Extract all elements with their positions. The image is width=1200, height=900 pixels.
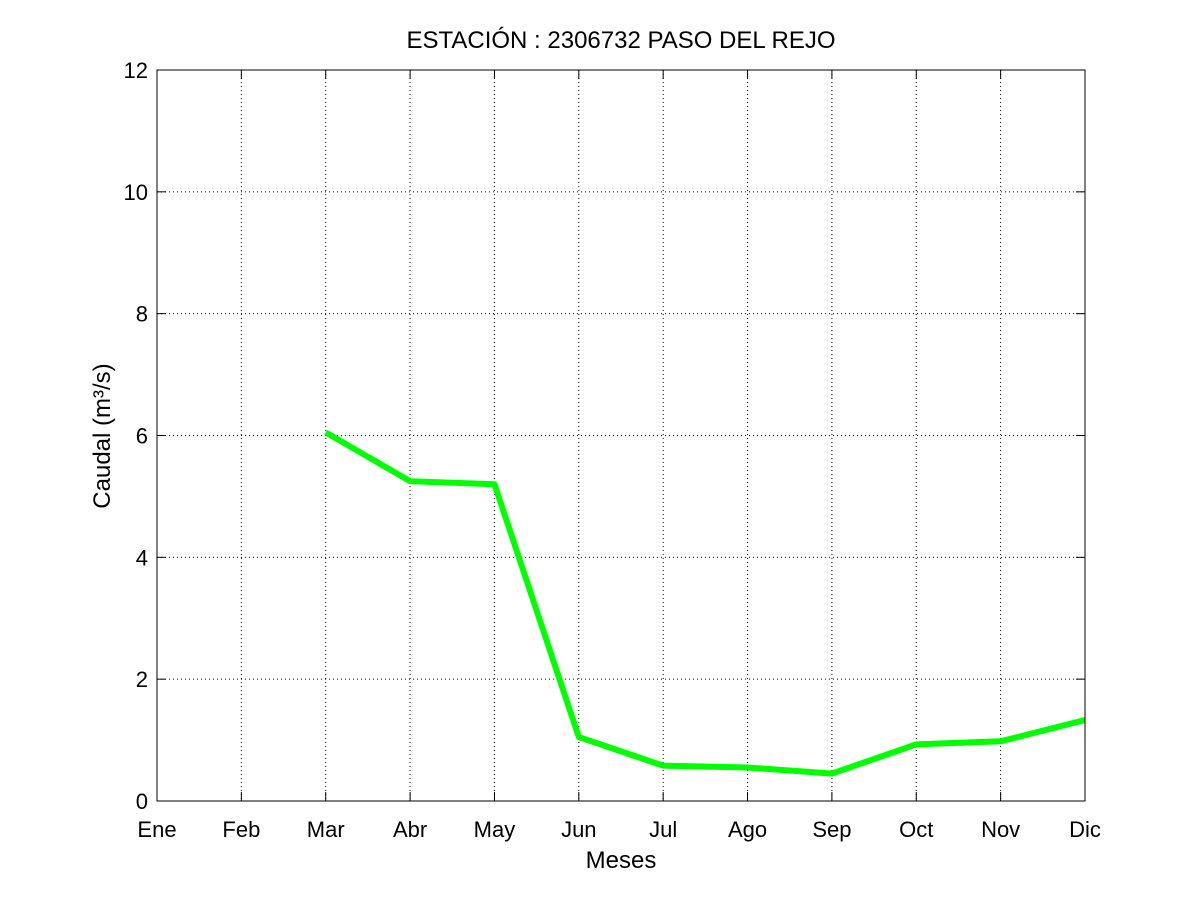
y-tick-label: 6 [136,424,148,449]
x-tick-label: Oct [899,817,933,842]
grid [157,70,1085,801]
x-tick-label: Mar [307,817,345,842]
x-tick-label: Jul [649,817,677,842]
x-tick-label: Nov [981,817,1020,842]
x-tick-labels: Ene Feb Mar Abr May Jun Jul Ago Sep Oct Nov Dic [137,817,1100,842]
series-line [324,429,1086,777]
y-tick-label: 0 [136,789,148,814]
x-tick-label: Feb [222,817,260,842]
y-tick-label: 10 [124,180,148,205]
x-tick-label: Ene [137,817,176,842]
x-tick-label: May [474,817,516,842]
x-tick-label: Dic [1069,817,1101,842]
x-tick-label: Abr [393,817,427,842]
x-tick-label: Sep [812,817,851,842]
y-tick-label: 2 [136,667,148,692]
y-tick-labels: 0 2 4 6 8 10 12 [124,58,148,814]
ticks [156,69,1086,802]
x-axis-label: Meses [586,847,657,874]
series-layer [324,429,1086,777]
y-tick-label: 4 [136,545,148,570]
y-axis-label: Caudal (m³/s) [89,363,116,508]
y-tick-label: 8 [136,302,148,327]
x-tick-label: Jun [561,817,596,842]
y-tick-label: 12 [124,58,148,83]
x-tick-label: Ago [728,817,767,842]
chart-title: ESTACIÓN : 2306732 PASO DEL REJO [406,27,835,54]
